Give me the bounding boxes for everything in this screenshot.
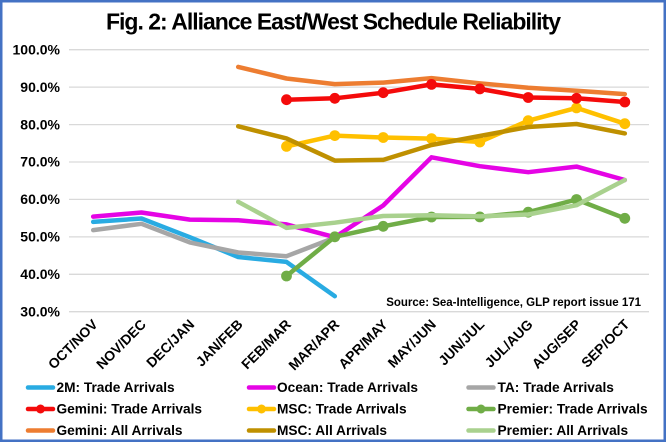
- svg-text:40.0%: 40.0%: [20, 266, 60, 282]
- svg-text:50.0%: 50.0%: [20, 229, 60, 245]
- svg-text:80.0%: 80.0%: [20, 116, 60, 132]
- svg-text:Premier: All Arrivals: Premier: All Arrivals: [498, 423, 629, 438]
- svg-text:Fig. 2: Alliance East/West Sch: Fig. 2: Alliance East/West Schedule Reli…: [106, 9, 561, 35]
- svg-text:Gemini: All Arrivals: Gemini: All Arrivals: [57, 423, 183, 438]
- svg-text:90.0%: 90.0%: [20, 79, 60, 95]
- svg-text:Premier: Trade Arrivals: Premier: Trade Arrivals: [498, 402, 649, 417]
- svg-text:30.0%: 30.0%: [20, 303, 60, 319]
- svg-text:Source: Sea-Intelligence, GLP: Source: Sea-Intelligence, GLP report iss…: [386, 297, 641, 309]
- svg-text:TA: Trade Arrivals: TA: Trade Arrivals: [498, 380, 615, 395]
- svg-text:Ocean: Trade Arrivals: Ocean: Trade Arrivals: [277, 380, 418, 395]
- svg-text:100.0%: 100.0%: [13, 41, 61, 57]
- svg-text:70.0%: 70.0%: [20, 154, 60, 170]
- svg-text:60.0%: 60.0%: [20, 191, 60, 207]
- svg-text:Gemini: Trade Arrivals: Gemini: Trade Arrivals: [57, 402, 203, 417]
- svg-text:MSC: Trade Arrivals: MSC: Trade Arrivals: [277, 402, 407, 417]
- svg-text:MSC: All Arrivals: MSC: All Arrivals: [277, 423, 387, 438]
- svg-text:2M: Trade Arrivals: 2M: Trade Arrivals: [57, 380, 176, 395]
